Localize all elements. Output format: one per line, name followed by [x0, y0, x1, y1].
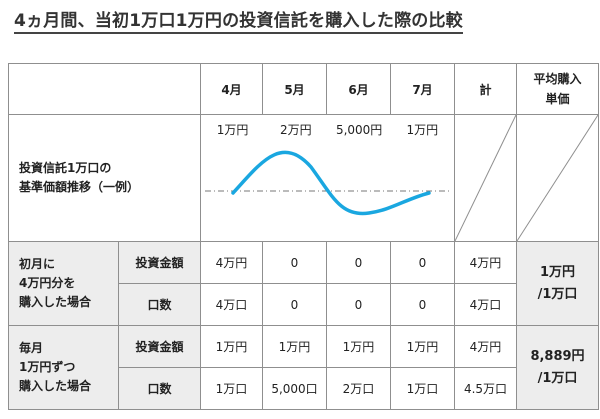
lump-sum-amount-m2: 0 — [262, 241, 327, 284]
price-label-2: 2万円 — [280, 123, 312, 137]
monthly-average-line1: 8,889円 — [530, 348, 585, 364]
lump-sum-label-line1: 初月に — [19, 257, 56, 271]
monthly-units-m4: 1万口 — [390, 367, 455, 410]
lump-sum-amount-row: 初月に 4万円分を 購入した場合 投資金額 4万円 0 0 0 4万円 1万円 … — [8, 241, 599, 326]
comparison-table: 4月 5月 6月 7月 計 平均購入 単価 投資信託1万口の 基準価額推移（一例… — [8, 63, 599, 410]
price-trend-chart — [205, 150, 451, 216]
lump-sum-amount-m1: 4万円 — [200, 241, 263, 284]
lump-sum-amount-m3: 0 — [326, 241, 391, 284]
monthly-units-m2: 5,000口 — [262, 367, 327, 410]
header-average: 平均購入 単価 — [516, 63, 599, 115]
price-row-label: 投資信託1万口の 基準価額推移（一例） — [8, 114, 201, 242]
header-month-1: 4月 — [200, 63, 263, 115]
monthly-amount-m2: 1万円 — [262, 325, 327, 368]
average-price-slash-cell — [516, 114, 599, 242]
lump-sum-label-line3: 購入した場合 — [19, 295, 92, 309]
monthly-label-line1: 毎月 — [19, 341, 44, 355]
lump-sum-units-m3: 0 — [326, 283, 391, 326]
price-labels: 1万円 2万円 5,000円 1万円 — [201, 121, 454, 138]
monthly-label: 毎月 1万円ずつ 購入した場合 — [8, 325, 119, 410]
monthly-label-line2: 1万円ずつ — [19, 360, 76, 374]
lump-sum-amount-m4: 0 — [390, 241, 455, 284]
monthly-amount-label: 投資金額 — [118, 325, 201, 368]
lump-sum-average-line1: 1万円 — [539, 264, 576, 280]
lump-sum-units-total: 4万口 — [454, 283, 517, 326]
monthly-amount-row: 毎月 1万円ずつ 購入した場合 投資金額 1万円 1万円 1万円 1万円 4万円… — [8, 325, 599, 410]
lump-sum-amount-total: 4万円 — [454, 241, 517, 284]
price-label-1: 1万円 — [216, 123, 249, 137]
monthly-amount-total: 4万円 — [454, 325, 517, 368]
header-month-4: 7月 — [390, 63, 455, 115]
lump-sum-average: 1万円 /1万口 — [516, 241, 599, 326]
price-row: 投資信託1万口の 基準価額推移（一例） 1万円 2万円 5,000円 1万円 — [8, 114, 599, 242]
lump-sum-units-label: 口数 — [118, 283, 201, 326]
header-total: 計 — [454, 63, 517, 115]
lump-sum-label: 初月に 4万円分を 購入した場合 — [8, 241, 119, 326]
monthly-average: 8,889円 /1万口 — [516, 325, 599, 410]
header-average-line2: 単価 — [545, 92, 570, 106]
header-average-line1: 平均購入 — [533, 72, 582, 86]
monthly-amount-m3: 1万円 — [326, 325, 391, 368]
lump-sum-label-line2: 4万円分を — [19, 276, 76, 290]
monthly-label-line3: 購入した場合 — [19, 379, 92, 393]
lump-sum-units-m2: 0 — [262, 283, 327, 326]
monthly-average-line2: /1万口 — [537, 370, 578, 386]
price-row-label-line1: 投資信託1万口の — [19, 161, 112, 175]
price-trend-curve — [231, 150, 431, 216]
total-price-slash-cell — [454, 114, 517, 242]
price-row-label-line2: 基準価額推移（一例） — [19, 180, 140, 194]
monthly-units-label: 口数 — [118, 367, 201, 410]
monthly-amount-m4: 1万円 — [390, 325, 455, 368]
diagonal-slash — [455, 115, 516, 241]
header-blank — [8, 63, 201, 115]
price-label-4: 1万円 — [406, 123, 439, 137]
page-title: 4ヵ月間、当初1万口1万円の投資信託を購入した際の比較 — [14, 6, 463, 34]
lump-sum-units-row: 口数 4万口 0 0 0 4万口 — [8, 283, 599, 326]
header-month-3: 6月 — [326, 63, 391, 115]
header-row: 4月 5月 6月 7月 計 平均購入 単価 — [8, 63, 599, 115]
monthly-units-m1: 1万口 — [200, 367, 263, 410]
price-label-3: 5,000円 — [335, 123, 383, 137]
monthly-units-total: 4.5万口 — [454, 367, 517, 410]
diagonal-slash — [517, 115, 598, 241]
lump-sum-average-line2: /1万口 — [537, 286, 578, 302]
lump-sum-amount-label: 投資金額 — [118, 241, 201, 284]
lump-sum-units-m4: 0 — [390, 283, 455, 326]
lump-sum-units-m1: 4万口 — [200, 283, 263, 326]
monthly-amount-m1: 1万円 — [200, 325, 263, 368]
monthly-units-m3: 2万口 — [326, 367, 391, 410]
header-month-2: 5月 — [262, 63, 327, 115]
price-chart-cell: 1万円 2万円 5,000円 1万円 — [200, 114, 455, 242]
